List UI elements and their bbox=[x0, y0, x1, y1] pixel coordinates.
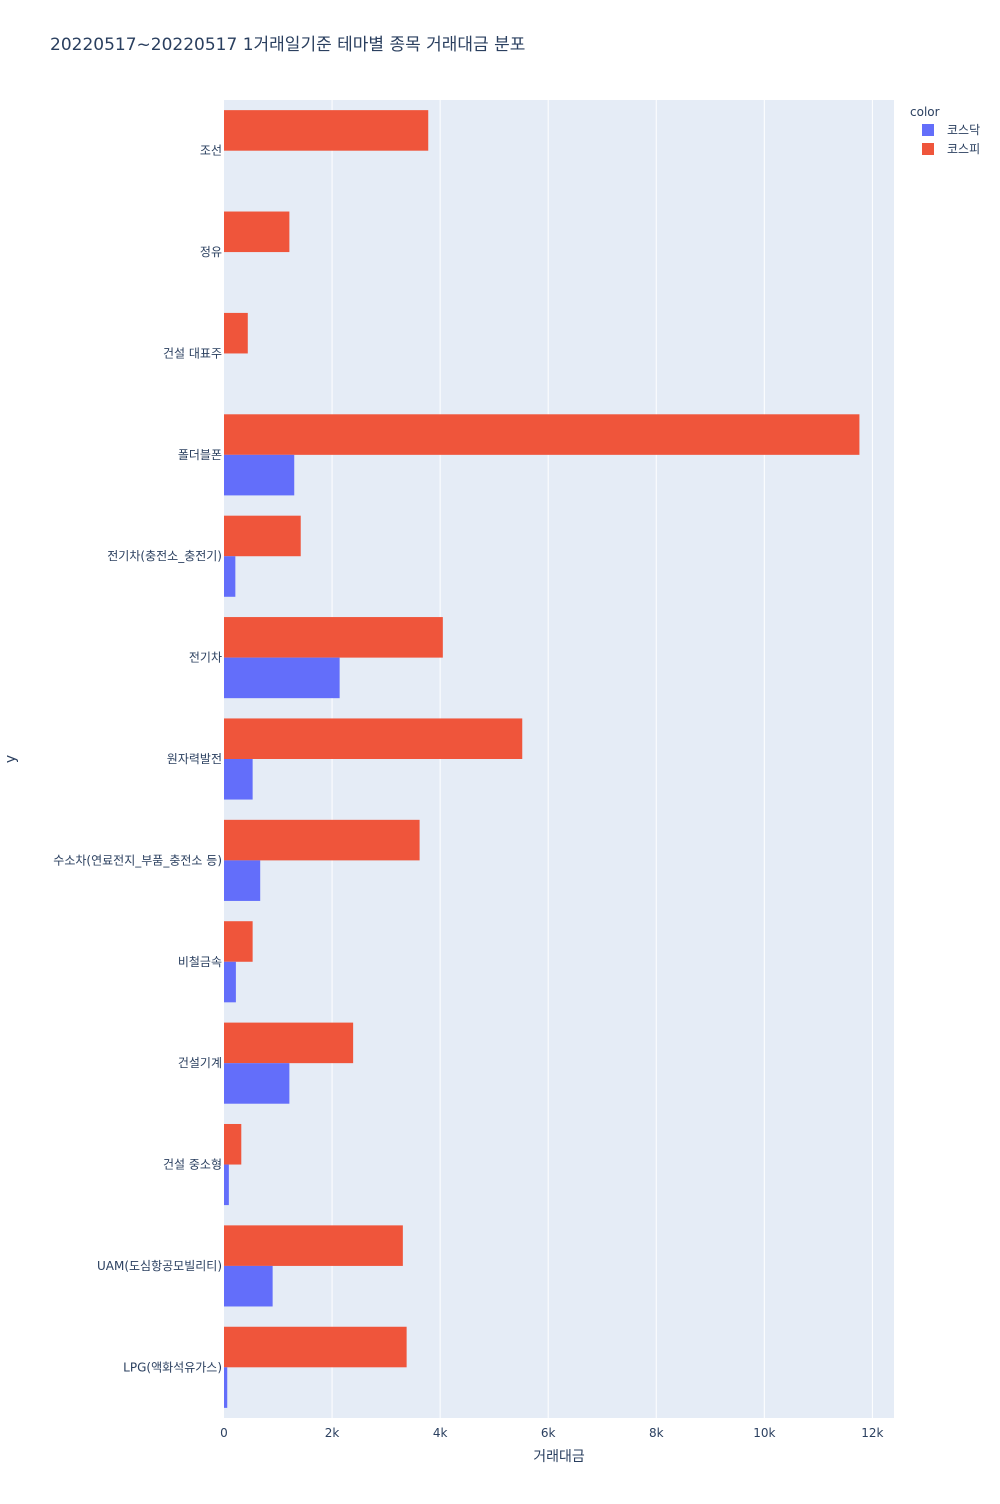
x-tick-label: 10k bbox=[753, 1426, 775, 1440]
x-axis-title: 거래대금 bbox=[533, 1449, 585, 1465]
y-tick-label: 조선 bbox=[200, 144, 222, 158]
x-axis: 0 2k 4k 6k 8k 10k 12k bbox=[220, 1426, 883, 1440]
bar-kosdaq bbox=[224, 454, 295, 496]
bar-kosdaq bbox=[224, 1063, 290, 1104]
chart-title: 20220517~20220517 1거래일기준 테마별 종목 거래대금 분포 bbox=[50, 35, 525, 55]
bar-kospi bbox=[224, 312, 248, 354]
bar-kosdaq bbox=[224, 657, 340, 699]
bars bbox=[224, 110, 860, 1408]
x-tick-label: 8k bbox=[649, 1426, 664, 1440]
y-axis-title: y bbox=[3, 755, 19, 763]
y-tick-label: 비철금속 bbox=[178, 955, 222, 969]
legend-label: 코스닥 bbox=[947, 123, 980, 137]
x-tick-label: 4k bbox=[433, 1426, 448, 1440]
bar-kosdaq bbox=[224, 1164, 229, 1206]
x-tick-label: 0 bbox=[220, 1426, 228, 1440]
bar-kosdaq bbox=[224, 1265, 273, 1307]
bar-kosdaq bbox=[224, 556, 236, 597]
bar-kospi bbox=[224, 921, 253, 962]
bar-kospi bbox=[224, 819, 420, 861]
bar-kosdaq bbox=[224, 1367, 228, 1408]
y-tick-label: 전기차(충전소_충전기) bbox=[107, 549, 222, 563]
y-tick-label: UAM(도심항공모빌리티) bbox=[97, 1259, 222, 1273]
bar-kosdaq bbox=[224, 961, 236, 1003]
legend-title: color bbox=[910, 105, 940, 119]
y-tick-label: LPG(액화석유가스) bbox=[123, 1360, 222, 1374]
bar-kospi bbox=[224, 515, 301, 557]
bar-kospi bbox=[224, 414, 860, 455]
bar-kospi bbox=[224, 718, 523, 759]
x-tick-label: 12k bbox=[861, 1426, 883, 1440]
bar-kosdaq bbox=[224, 860, 261, 901]
bar-kospi bbox=[224, 1123, 242, 1165]
legend-swatch bbox=[922, 124, 934, 136]
y-tick-label: 수소차(연료전지_부품_충전소 등) bbox=[53, 853, 222, 867]
y-tick-label: 건설기계 bbox=[178, 1056, 222, 1070]
bar-kospi bbox=[224, 211, 290, 253]
y-tick-label: 원자력발전 bbox=[167, 752, 222, 766]
y-tick-label: 폴더블폰 bbox=[178, 448, 222, 462]
bar-kospi bbox=[224, 1225, 403, 1266]
bar-kospi bbox=[224, 1022, 354, 1064]
bar-kospi bbox=[224, 617, 443, 658]
y-tick-label: 건설 중소형 bbox=[163, 1158, 222, 1172]
y-tick-label: 전기차 bbox=[189, 651, 222, 665]
bar-kosdaq bbox=[224, 759, 253, 800]
legend-label: 코스피 bbox=[947, 142, 980, 156]
legend-swatch bbox=[922, 143, 934, 155]
y-tick-label: 건설 대표주 bbox=[163, 346, 222, 360]
x-tick-label: 6k bbox=[541, 1426, 556, 1440]
bar-kospi bbox=[224, 1326, 407, 1368]
y-tick-label: 정유 bbox=[200, 245, 222, 259]
x-tick-label: 2k bbox=[325, 1426, 340, 1440]
bar-kospi bbox=[224, 110, 429, 151]
